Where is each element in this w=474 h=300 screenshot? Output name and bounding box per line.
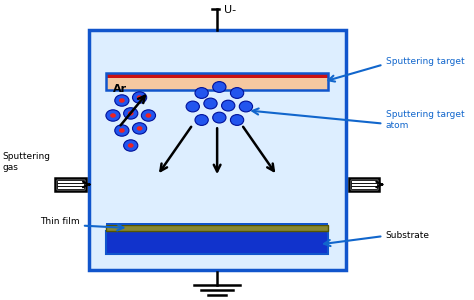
Ellipse shape [110,113,116,118]
Text: Thin film: Thin film [40,217,80,226]
Bar [89,30,346,270]
Text: Sputtering target
atom: Sputtering target atom [385,110,464,130]
Ellipse shape [186,101,200,112]
Ellipse shape [195,115,208,125]
Bar [57,186,84,189]
Bar [106,231,328,254]
Ellipse shape [124,140,138,151]
Bar [57,183,84,186]
Ellipse shape [128,111,134,116]
Ellipse shape [239,101,253,112]
Bar [349,178,379,191]
Text: U-: U- [224,4,236,15]
Ellipse shape [119,98,125,103]
Ellipse shape [106,110,120,121]
Ellipse shape [230,115,244,125]
Ellipse shape [230,88,244,98]
Ellipse shape [128,143,134,148]
Ellipse shape [213,112,226,123]
Bar [350,183,377,186]
Ellipse shape [141,110,155,121]
Text: Substrate: Substrate [385,231,429,240]
Ellipse shape [115,125,129,136]
Ellipse shape [195,88,208,98]
Bar [57,180,84,183]
Text: Sputtering
gas: Sputtering gas [2,152,50,172]
Ellipse shape [137,126,143,131]
Text: Sputtering target: Sputtering target [385,57,464,66]
Bar [106,74,328,78]
Ellipse shape [204,98,217,109]
Ellipse shape [124,108,138,119]
Ellipse shape [213,82,226,92]
Bar [55,178,85,191]
Bar [106,223,328,225]
Bar [350,186,377,189]
Ellipse shape [133,92,146,103]
Bar [106,78,328,90]
Text: Ar: Ar [113,85,127,94]
Bar [106,225,328,231]
Ellipse shape [221,100,235,111]
Ellipse shape [137,95,143,100]
Ellipse shape [146,113,151,118]
Ellipse shape [119,128,125,133]
Bar [106,74,328,90]
Ellipse shape [115,95,129,106]
Ellipse shape [133,123,146,134]
Bar [350,180,377,183]
